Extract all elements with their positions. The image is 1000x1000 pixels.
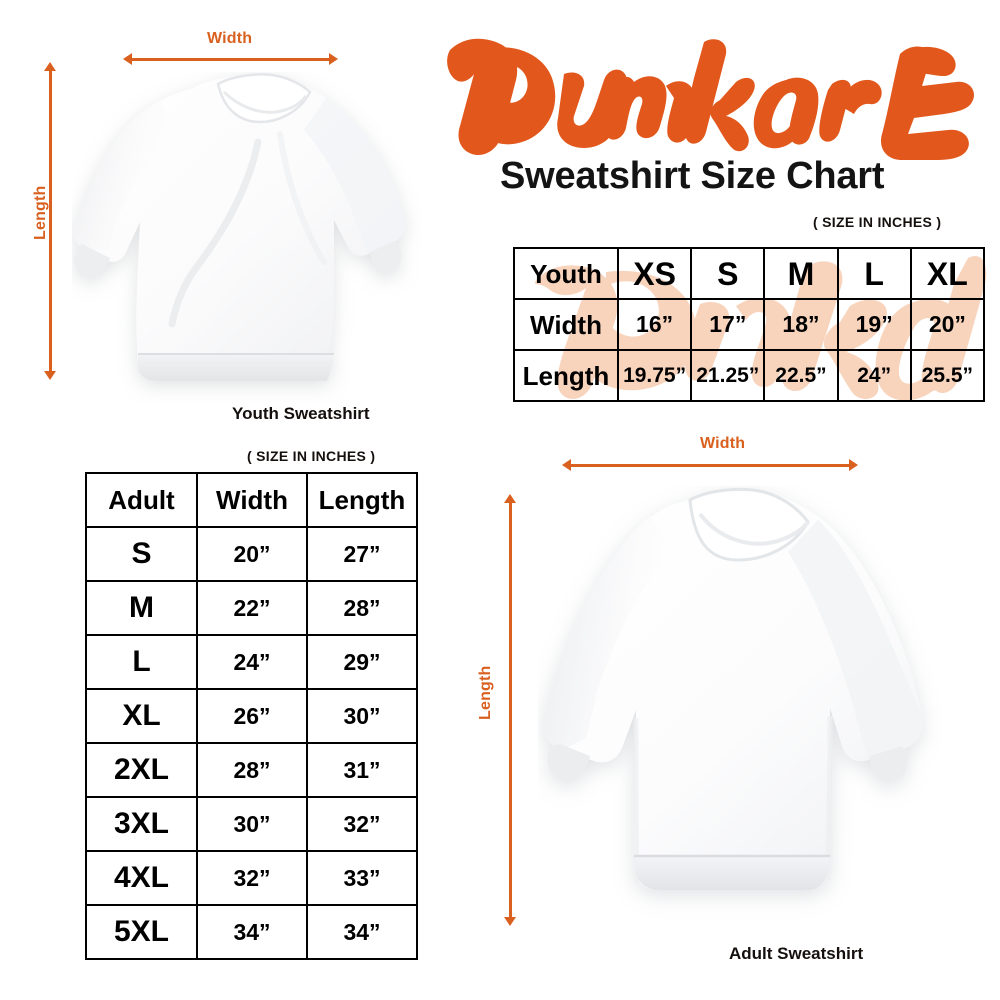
arrow-head-bottom — [504, 917, 516, 926]
adult-size-xl: XL — [85, 688, 198, 744]
youth-length-row-label: Length — [513, 349, 619, 402]
table-row: 3XL 30” 32” — [85, 796, 418, 852]
adult-length-3xl: 32” — [306, 796, 418, 852]
arrow-head-right — [849, 459, 858, 471]
youth-size-xs: XS — [616, 247, 693, 300]
arrow-head-right — [329, 53, 338, 65]
arrow-shaft — [129, 58, 332, 61]
youth-width-arrow — [123, 53, 338, 65]
adult-header-size: Adult — [85, 472, 198, 528]
adult-length-xl: 30” — [306, 688, 418, 744]
adult-width-4xl: 32” — [196, 850, 308, 906]
arrow-head-left — [562, 459, 571, 471]
table-row-youth-width: Width 16” 17” 18” 19” 20” — [513, 298, 986, 351]
adult-width-l: 24” — [196, 634, 308, 690]
youth-width-xl: 20” — [909, 298, 986, 351]
youth-width-l: 19” — [836, 298, 912, 351]
table-row-youth-header: Youth XS S M L XL — [513, 247, 986, 300]
adult-width-xl: 26” — [196, 688, 308, 744]
table-row: M 22” 28” — [85, 580, 418, 636]
youth-length-m: 22.5” — [763, 349, 839, 402]
adult-width-label: Width — [700, 435, 746, 452]
adult-sweatshirt-caption: Adult Sweatshirt — [729, 944, 864, 963]
youth-width-s: 17” — [690, 298, 766, 351]
youth-sweatshirt-caption: Youth Sweatshirt — [232, 404, 370, 423]
arrow-shaft — [49, 68, 52, 374]
table-row-adult-header: Adult Width Length — [85, 472, 418, 528]
brand-logo — [440, 30, 990, 160]
youth-width-xs: 16” — [616, 298, 693, 351]
adult-length-m: 28” — [306, 580, 418, 636]
adult-size-2xl: 2XL — [85, 742, 198, 798]
adult-table-inches-note: ( SIZE IN INCHES ) — [247, 448, 376, 464]
youth-table-inches-note: ( SIZE IN INCHES ) — [813, 214, 942, 230]
youth-length-xs: 19.75” — [616, 349, 693, 402]
youth-width-row-label: Width — [513, 298, 619, 351]
arrow-head-top — [44, 62, 56, 71]
youth-corner-label: Youth — [513, 247, 619, 300]
table-row: 4XL 32” 33” — [85, 850, 418, 906]
adult-length-label: Length — [477, 665, 494, 720]
youth-size-table: Youth XS S M L XL Width 16” 17” 18” 19” … — [513, 247, 986, 402]
adult-sweatshirt-image — [538, 486, 942, 932]
table-row: L 24” 29” — [85, 634, 418, 690]
table-row: XL 26” 30” — [85, 688, 418, 744]
adult-width-m: 22” — [196, 580, 308, 636]
adult-width-5xl: 34” — [196, 904, 308, 960]
arrow-shaft — [568, 464, 852, 467]
adult-size-4xl: 4XL — [85, 850, 198, 906]
adult-width-arrow — [562, 459, 858, 471]
youth-length-arrow — [44, 62, 56, 380]
adult-size-m: M — [85, 580, 198, 636]
adult-length-2xl: 31” — [306, 742, 418, 798]
youth-size-s: S — [690, 247, 766, 300]
youth-size-l: L — [836, 247, 912, 300]
table-row: S 20” 27” — [85, 526, 418, 582]
adult-length-arrow — [504, 494, 516, 926]
arrow-head-bottom — [44, 371, 56, 380]
youth-size-xl: XL — [909, 247, 986, 300]
adult-length-4xl: 33” — [306, 850, 418, 906]
youth-length-s: 21.25” — [690, 349, 766, 402]
adult-length-5xl: 34” — [306, 904, 418, 960]
adult-size-5xl: 5XL — [85, 904, 198, 960]
youth-length-l: 24” — [836, 349, 912, 402]
youth-width-label: Width — [207, 30, 253, 47]
adult-size-s: S — [85, 526, 198, 582]
adult-header-length: Length — [306, 472, 418, 528]
arrow-head-top — [504, 494, 516, 503]
adult-size-3xl: 3XL — [85, 796, 198, 852]
youth-size-m: M — [763, 247, 839, 300]
table-row-youth-length: Length 19.75” 21.25” 22.5” 24” 25.5” — [513, 349, 986, 402]
adult-width-2xl: 28” — [196, 742, 308, 798]
adult-header-width: Width — [196, 472, 308, 528]
adult-width-s: 20” — [196, 526, 308, 582]
youth-width-m: 18” — [763, 298, 839, 351]
table-row: 2XL 28” 31” — [85, 742, 418, 798]
table-row: 5XL 34” 34” — [85, 904, 418, 960]
page-title: Sweatshirt Size Chart — [500, 155, 885, 197]
adult-size-l: L — [85, 634, 198, 690]
adult-size-table: Adult Width Length S 20” 27” M 22” 28” L… — [85, 472, 418, 960]
arrow-shaft — [509, 500, 512, 920]
adult-length-s: 27” — [306, 526, 418, 582]
youth-sweatshirt-image — [72, 72, 422, 402]
arrow-head-left — [123, 53, 132, 65]
youth-length-xl: 25.5” — [909, 349, 986, 402]
adult-length-l: 29” — [306, 634, 418, 690]
adult-width-3xl: 30” — [196, 796, 308, 852]
